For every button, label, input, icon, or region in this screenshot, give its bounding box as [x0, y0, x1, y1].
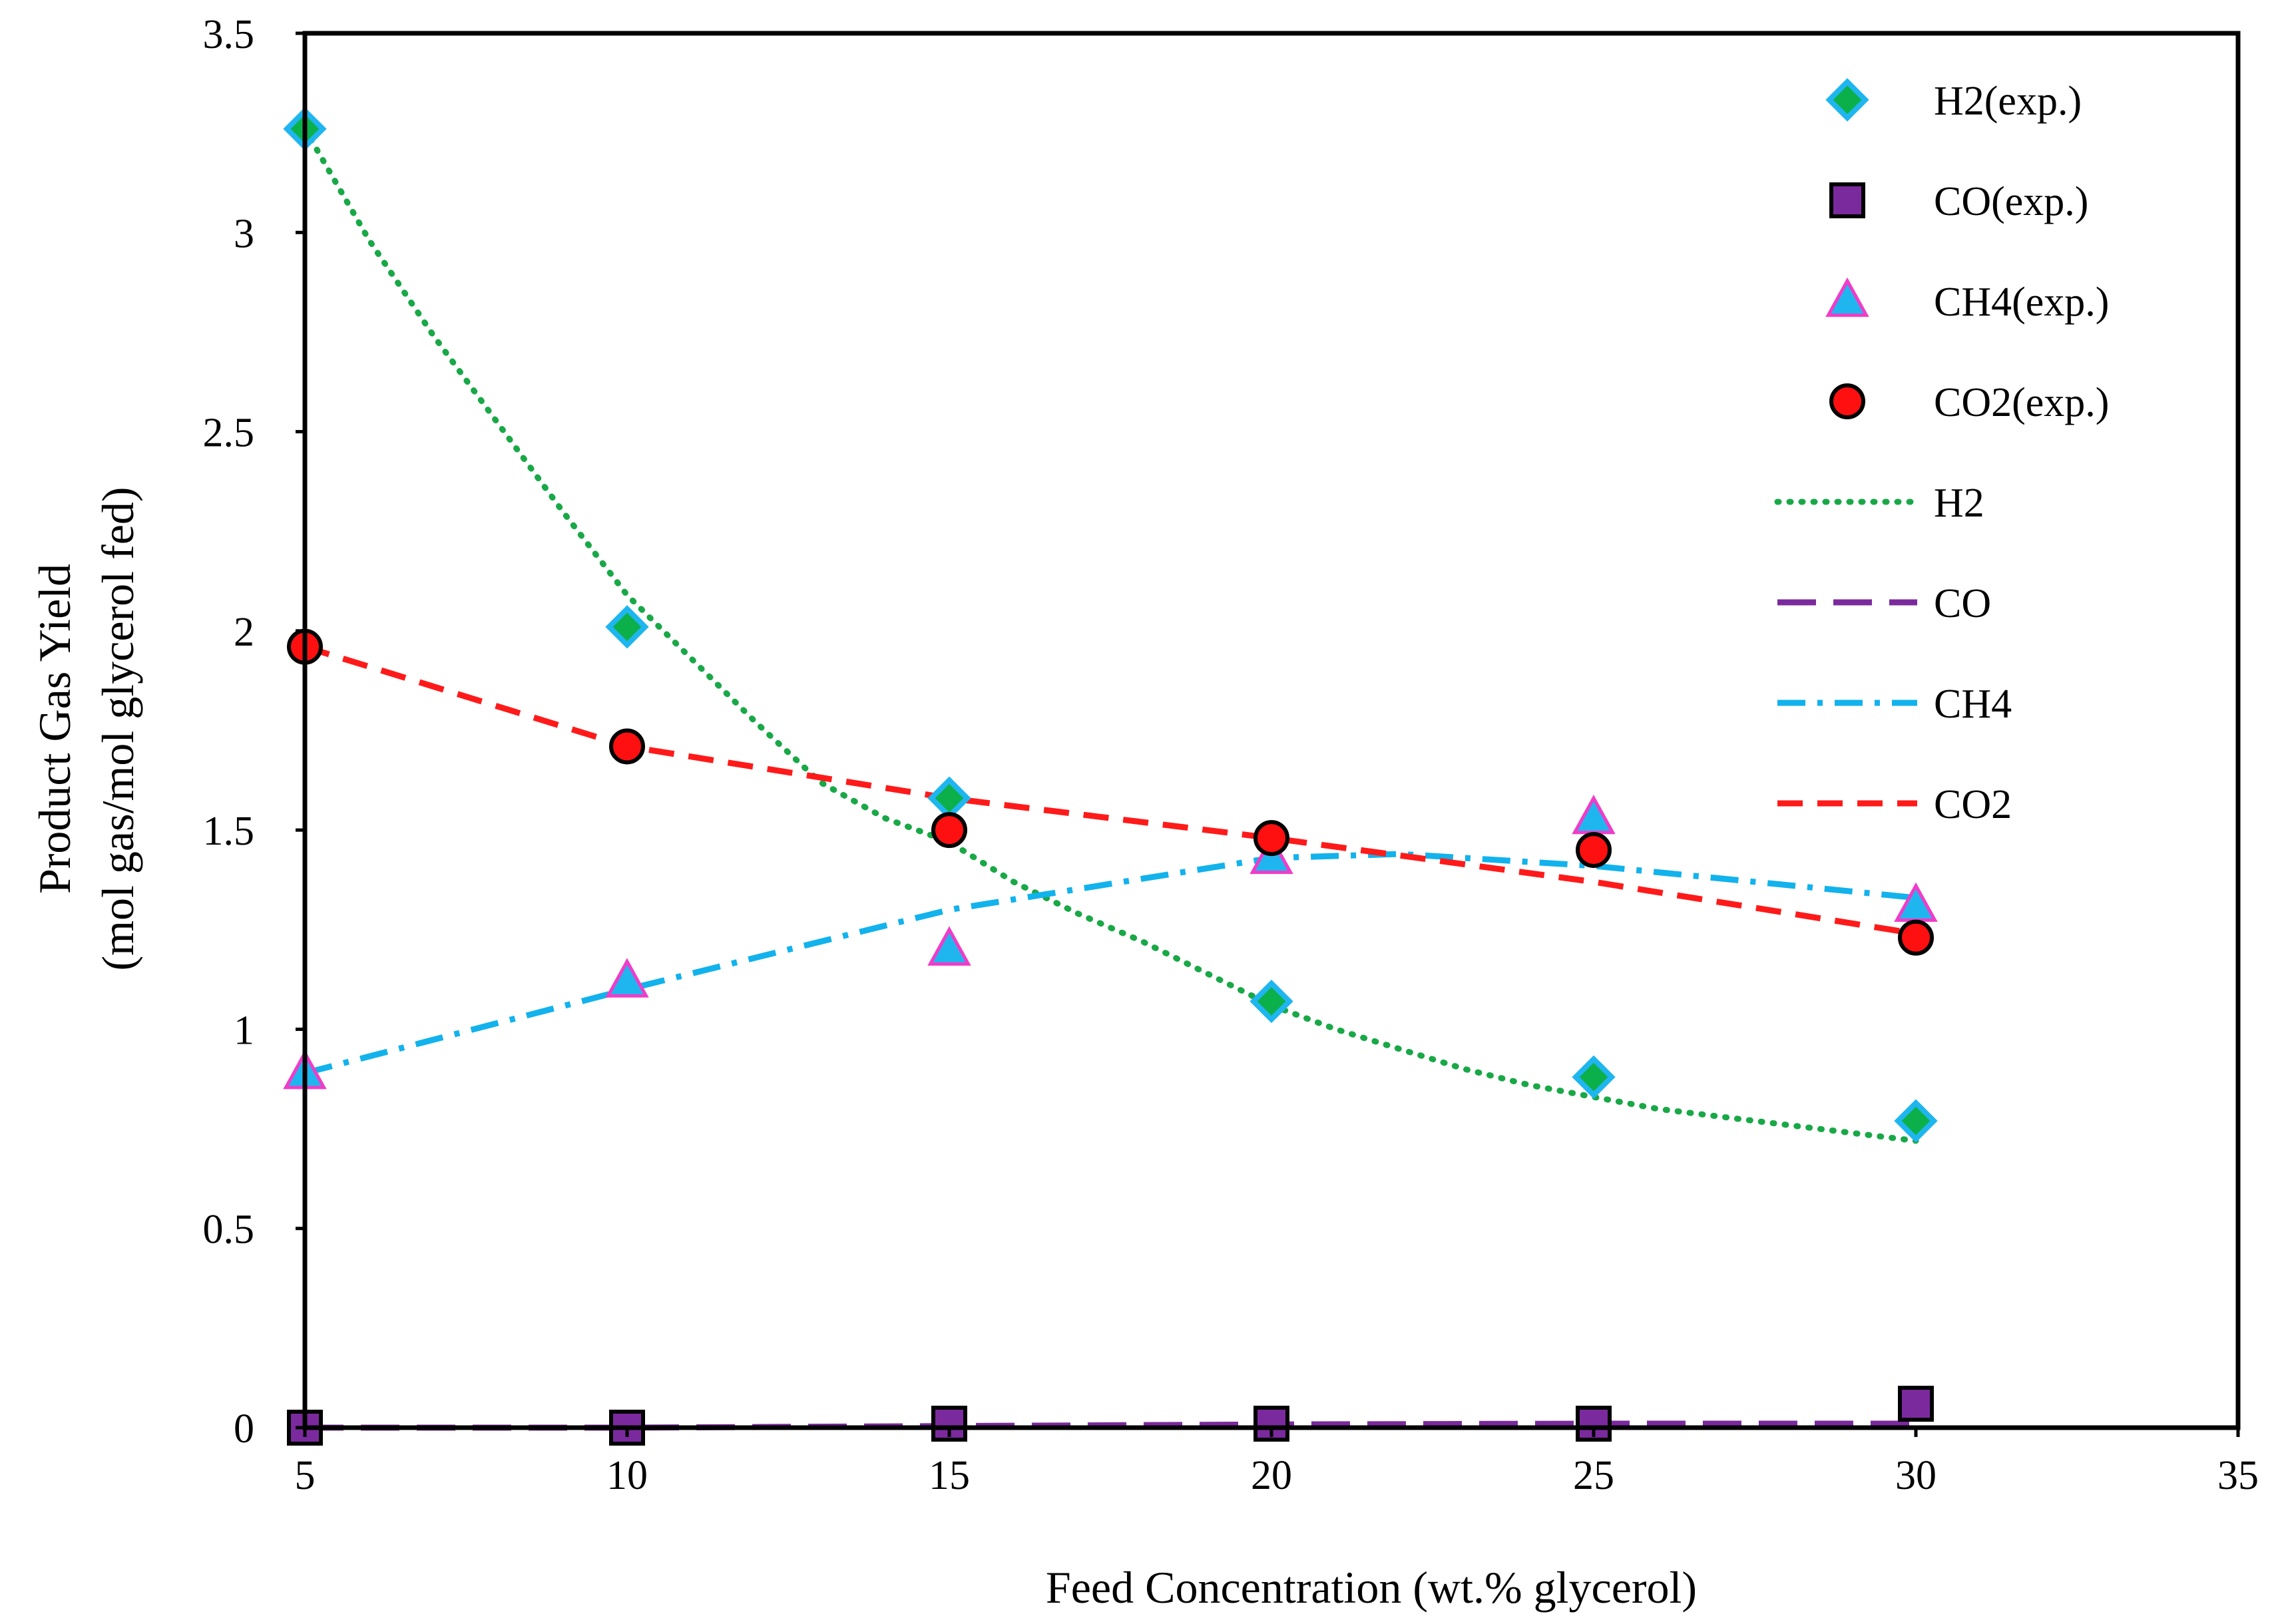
data-point-co2-exp-15 [931, 812, 967, 849]
legend-label-co-exp: CO(exp.) [1934, 179, 2088, 224]
y-tick-label: 1 [234, 1008, 254, 1053]
data-point-co2-exp-30 [1898, 919, 1934, 956]
legend: H2(exp.) CO(exp.) CH4(exp.) CO2(exp.) H2 CO CH… [1774, 78, 2109, 827]
data-point-ch4-exp-15 [927, 926, 971, 966]
y-tick-label: 0.5 [203, 1207, 255, 1253]
legend-label-co-model: CO [1934, 581, 1991, 626]
x-tick-label: 15 [929, 1453, 970, 1498]
series-line-co2 [304, 644, 1917, 937]
data-point-h2-exp-25 [1572, 1055, 1616, 1099]
y-tick-label: 2 [234, 610, 254, 655]
series-line-co [305, 1420, 1916, 1431]
legend-symbol-ch4-exp [1825, 277, 1869, 317]
x-axis-title: Feed Concentration (wt.% glycerol) [1046, 1562, 1697, 1613]
data-point-co2-exp-10 [609, 728, 645, 765]
axis-ticks: 5 10 15 20 25 30 35 0 0.5 1 1.5 2 2.5 3 3.5 [203, 12, 2259, 1498]
data-point-co-exp-20 [1254, 1406, 1289, 1442]
series-line-h2 [302, 126, 1919, 1144]
legend-symbol-co2-exp [1829, 383, 1865, 419]
data-point-h2-exp-30 [1894, 1099, 1938, 1143]
y-tick-label: 0 [234, 1406, 254, 1452]
y-tick-label: 1.5 [203, 809, 255, 854]
data-point-co2-exp-25 [1576, 832, 1612, 869]
legend-label-ch4-exp: CH4(exp.) [1934, 280, 2109, 325]
x-tick-label: 20 [1251, 1453, 1292, 1498]
data-point-co-exp-25 [1576, 1406, 1612, 1442]
x-tick-label: 30 [1895, 1453, 1937, 1498]
data-point-co2-exp-20 [1254, 820, 1289, 857]
data-point-co-exp-30 [1898, 1386, 1934, 1422]
data-point-h2-exp-20 [1250, 979, 1293, 1024]
data-point-ch4-exp-10 [605, 958, 649, 998]
y-tick-label: 3 [234, 211, 254, 256]
legend-label-co2-exp: CO2(exp.) [1934, 380, 2109, 425]
x-tick-label: 35 [2217, 1453, 2259, 1498]
data-point-h2-exp-10 [605, 605, 649, 649]
legend-label-ch4-model: CH4 [1934, 682, 2012, 727]
y-axis-title-line1: Product Gas Yield [29, 564, 80, 894]
legend-label-h2-exp: H2(exp.) [1934, 79, 2082, 124]
legend-label-co2-model: CO2 [1934, 782, 2012, 827]
x-tick-label: 25 [1573, 1453, 1614, 1498]
y-axis-title-line2: (mol gas/mol glycerol fed) [93, 487, 143, 970]
legend-symbol-co-exp [1829, 182, 1865, 218]
y-tick-label: 2.5 [203, 411, 255, 456]
x-tick-label: 5 [295, 1453, 316, 1498]
y-tick-label: 3.5 [203, 12, 255, 57]
x-tick-label: 10 [606, 1453, 648, 1498]
legend-label-h2-model: H2 [1934, 481, 1984, 526]
legend-symbol-h2-exp [1825, 78, 1869, 122]
data-point-co-exp-15 [931, 1406, 967, 1442]
